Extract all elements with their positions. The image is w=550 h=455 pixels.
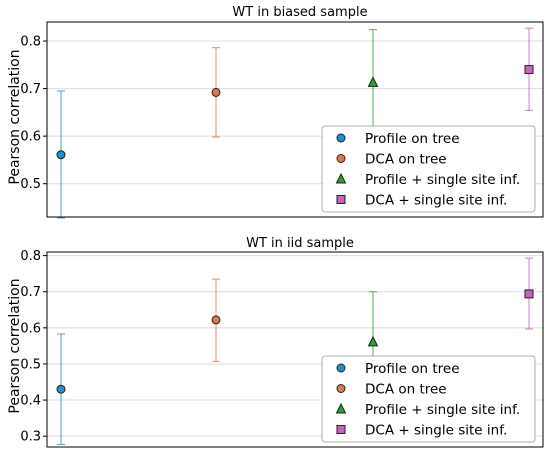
data-point-marker <box>524 65 534 75</box>
ytick-label: 0.6 <box>20 130 41 145</box>
legend-label: DCA + single site inf. <box>365 423 507 439</box>
legend-label: DCA on tree <box>365 152 447 168</box>
legend-label: DCA + single site inf. <box>365 193 507 209</box>
panel-iid: WT in iid sample Pearson correlation 0.3… <box>7 236 544 448</box>
legend-entry-4: DCA + single site inf. <box>336 423 507 439</box>
legend-marker <box>336 154 346 163</box>
data-point-marker <box>524 289 534 299</box>
point-4 <box>524 257 534 330</box>
panel-2-legend: Profile on tree DCA on tree Profile + sing… <box>321 355 536 443</box>
data-point-marker <box>211 315 221 325</box>
point-1 <box>56 90 66 219</box>
point-2 <box>211 278 221 362</box>
panel-1-frame <box>46 21 544 218</box>
ytick-label: 0.7 <box>20 285 41 300</box>
ytick-label: 0.8 <box>20 35 41 50</box>
panel-2-frame <box>46 251 544 448</box>
ytick-label: 0.8 <box>20 249 41 264</box>
data-point-marker <box>56 384 66 394</box>
panel-biased: WT in biased sample Pearson correlation … <box>7 5 544 219</box>
legend-label: Profile + single site inf. <box>365 172 520 188</box>
legend-marker <box>335 172 347 184</box>
legend-marker <box>336 384 346 393</box>
panel-1-ylabel: Pearson correlation <box>7 49 23 184</box>
data-point-marker <box>367 335 379 347</box>
legend-marker <box>335 402 347 414</box>
ytick-label: 0.5 <box>20 177 41 192</box>
legend-label: Profile + single site inf. <box>365 402 520 418</box>
panel-1-yticks: 0.5 0.6 0.7 0.8 <box>20 35 47 192</box>
legend-entry-1: Profile on tree <box>336 131 460 147</box>
data-point-marker <box>211 87 221 97</box>
ytick-label: 0.4 <box>20 394 41 409</box>
legend-marker <box>336 195 346 204</box>
legend-label: DCA on tree <box>365 382 447 398</box>
panel-1-title: WT in biased sample <box>232 5 367 20</box>
data-point-marker <box>367 76 379 87</box>
point-2 <box>211 47 221 138</box>
legend-marker <box>336 363 346 373</box>
data-point-marker <box>56 150 66 160</box>
point-3 <box>367 29 379 136</box>
panel-1-legend-box <box>321 125 536 213</box>
legend-entry-1: Profile on tree <box>336 361 460 377</box>
panel-1-legend: Profile on tree DCA on tree Profile + sing… <box>321 125 536 213</box>
panel-2-legend-box <box>321 355 536 443</box>
panel-2-yticks: 0.3 0.4 0.5 0.6 0.7 0.8 <box>20 249 47 445</box>
panel-2-ylabel: Pearson correlation <box>7 278 23 413</box>
ytick-label: 0.5 <box>20 357 41 372</box>
panel-2-title: WT in iid sample <box>246 236 354 251</box>
legend-entry-4: DCA + single site inf. <box>336 193 507 209</box>
panel-2-marks <box>56 257 534 446</box>
legend-entry-2: DCA on tree <box>336 382 447 398</box>
legend-marker <box>336 133 346 143</box>
legend-entry-3: Profile + single site inf. <box>335 172 520 188</box>
point-1 <box>56 333 66 446</box>
legend-entry-3: Profile + single site inf. <box>335 402 520 418</box>
legend-label: Profile on tree <box>365 361 460 377</box>
ytick-label: 0.3 <box>20 430 41 445</box>
ytick-label: 0.7 <box>20 82 41 97</box>
legend-entry-2: DCA on tree <box>336 152 447 168</box>
point-4 <box>524 27 534 112</box>
ytick-label: 0.6 <box>20 321 41 336</box>
legend-marker <box>336 425 346 434</box>
legend-label: Profile on tree <box>365 131 460 147</box>
